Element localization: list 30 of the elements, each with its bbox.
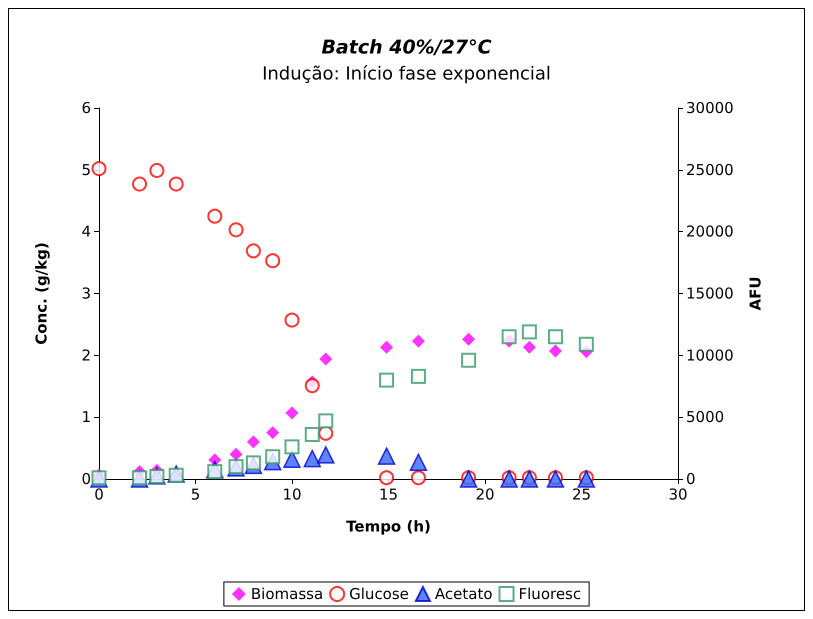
x-tick-label: 25 <box>572 486 592 504</box>
x-tick-label: 0 <box>94 486 104 504</box>
x-tick-label: 30 <box>668 486 688 504</box>
legend-label: Glucose <box>349 585 409 603</box>
y2-tick-label: 0 <box>686 470 696 488</box>
y2-tick-label: 15000 <box>686 284 734 302</box>
y-tick-label: 1 <box>81 408 91 426</box>
x-tick-label: 5 <box>190 486 200 504</box>
y2-tick-label: 25000 <box>686 160 734 179</box>
y-tick-label: 2 <box>81 346 91 364</box>
x-tick-label: 20 <box>475 486 495 504</box>
y-tick-label: 0 <box>81 470 91 488</box>
y2-axis-title: AFU <box>746 276 764 311</box>
x-axis-title: Tempo (h) <box>346 518 431 536</box>
y-tick-label: 4 <box>81 222 91 241</box>
y-tick-label: 3 <box>81 284 91 302</box>
y-tick-label: 5 <box>81 160 91 179</box>
legend-label: Fluoresc <box>518 585 582 603</box>
y-axis-title: Conc. (g/kg) <box>32 242 50 345</box>
chart-subtitle: Indução: Início fase exponencial <box>262 64 551 84</box>
x-tick-label: 15 <box>378 486 398 504</box>
legend-label: Biomassa <box>250 585 324 603</box>
y2-tick-label: 20000 <box>686 222 734 241</box>
y2-tick-label: 5000 <box>686 408 724 426</box>
y2-tick-label: 10000 <box>686 346 734 364</box>
y-tick-label: 6 <box>81 99 91 117</box>
y2-tick-label: 30000 <box>686 99 734 117</box>
legend-label: Acetato <box>434 585 493 603</box>
chart-title: Batch 40%/27°C <box>321 36 492 58</box>
x-tick-label: 10 <box>282 486 302 504</box>
